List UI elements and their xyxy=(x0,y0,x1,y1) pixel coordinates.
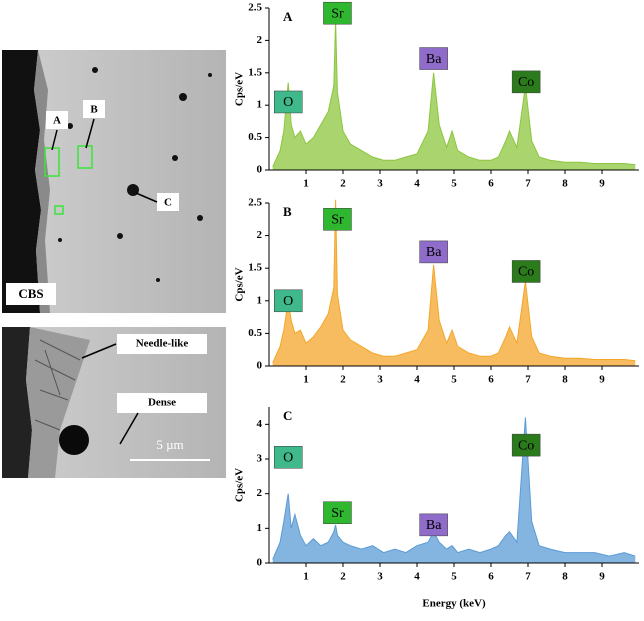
x-tick-label: 8 xyxy=(562,178,568,190)
y-tick-label: 1 xyxy=(257,522,263,534)
spot-label: B xyxy=(90,104,98,116)
x-tick-label: 2 xyxy=(340,374,346,386)
spot-label: C xyxy=(164,197,172,209)
x-tick-label: 8 xyxy=(562,571,568,583)
element-box xyxy=(323,501,352,524)
x-tick-label: 9 xyxy=(599,571,605,583)
element-box xyxy=(273,90,303,114)
spectrum-area xyxy=(272,21,636,170)
x-tick-label: 4 xyxy=(414,178,420,190)
spectrum-line xyxy=(272,417,636,560)
x-tick-label: 3 xyxy=(377,178,383,190)
element-label: Sr xyxy=(331,506,344,521)
panel-label: B xyxy=(283,204,292,219)
element-box xyxy=(419,513,448,537)
y-tick-label: 0.5 xyxy=(248,131,262,143)
x-tick-label: 1 xyxy=(303,374,309,386)
y-tick-label: 1 xyxy=(257,294,263,306)
spectrum-area xyxy=(272,199,636,366)
element-label: O xyxy=(283,95,293,110)
y-axis-label: Cps/eV xyxy=(234,267,246,301)
sem-image-top: A B C CBS xyxy=(2,50,226,313)
image-label: Needle-like xyxy=(136,338,189,350)
x-tick-label: 7 xyxy=(525,571,531,583)
element-label: Sr xyxy=(331,213,344,228)
x-tick-label: 7 xyxy=(525,178,531,190)
element-box xyxy=(323,1,352,25)
y-tick-label: 0.5 xyxy=(248,327,262,339)
y-tick-label: 2 xyxy=(257,487,263,499)
x-tick-label: 5 xyxy=(451,571,457,583)
element-label: Co xyxy=(518,438,534,453)
scale-bar-label: 5 µm xyxy=(156,437,183,452)
x-tick-label: 6 xyxy=(488,178,494,190)
y-tick-label: 2 xyxy=(257,34,263,46)
element-box xyxy=(323,208,352,231)
x-tick-label: 2 xyxy=(340,178,346,190)
x-tick-label: 4 xyxy=(414,374,420,386)
x-tick-label: 5 xyxy=(451,374,457,386)
element-label: Sr xyxy=(331,6,344,21)
x-tick-label: 4 xyxy=(414,571,420,583)
element-box xyxy=(273,289,303,313)
y-tick-label: 0 xyxy=(257,557,263,569)
element-label: Co xyxy=(518,265,534,280)
y-axis-label: Cps/eV xyxy=(234,72,246,106)
element-box xyxy=(419,240,448,264)
x-axis-label: Energy (keV) xyxy=(422,598,486,610)
panel-label: C xyxy=(283,408,292,423)
image-caption: CBS xyxy=(18,286,43,301)
image-label: Dense xyxy=(148,397,176,409)
y-tick-label: 1 xyxy=(257,99,263,111)
x-tick-label: 6 xyxy=(488,571,494,583)
x-tick-label: 6 xyxy=(488,374,494,386)
sem-image-bottom: Needle-like Dense 5 µm xyxy=(2,327,226,478)
element-label: O xyxy=(283,450,293,465)
y-tick-label: 0 xyxy=(257,360,263,372)
y-tick-label: 0 xyxy=(257,164,263,176)
panel-label: A xyxy=(283,9,293,24)
y-tick-label: 2.5 xyxy=(248,2,262,14)
element-box xyxy=(511,433,541,457)
element-label: Ba xyxy=(426,52,442,67)
spectrum-area xyxy=(272,417,636,563)
element-label: Ba xyxy=(426,518,442,533)
x-tick-label: 5 xyxy=(451,178,457,190)
y-tick-label: 4 xyxy=(257,418,263,430)
y-tick-label: 1.5 xyxy=(248,262,262,274)
element-label: Co xyxy=(518,75,534,90)
spectrum-line xyxy=(272,199,636,363)
x-tick-label: 3 xyxy=(377,374,383,386)
element-box xyxy=(419,47,448,70)
x-tick-label: 8 xyxy=(562,374,568,386)
spot-label: A xyxy=(53,115,61,127)
element-label: Ba xyxy=(426,245,442,260)
x-tick-label: 1 xyxy=(303,571,309,583)
y-tick-label: 1.5 xyxy=(248,66,262,78)
x-tick-label: 3 xyxy=(377,571,383,583)
element-box xyxy=(511,260,541,283)
y-tick-label: 2.5 xyxy=(248,197,262,209)
x-tick-label: 2 xyxy=(340,571,346,583)
element-box xyxy=(273,446,303,469)
x-tick-label: 7 xyxy=(525,374,531,386)
x-tick-label: 9 xyxy=(599,178,605,190)
x-tick-label: 1 xyxy=(303,178,309,190)
spectrum-line xyxy=(272,20,636,168)
y-tick-label: 2 xyxy=(257,229,263,241)
element-label: O xyxy=(283,294,293,309)
x-tick-label: 9 xyxy=(599,374,605,386)
y-axis-label: Cps/eV xyxy=(234,468,246,502)
element-box xyxy=(511,70,541,94)
y-tick-label: 3 xyxy=(257,453,263,465)
